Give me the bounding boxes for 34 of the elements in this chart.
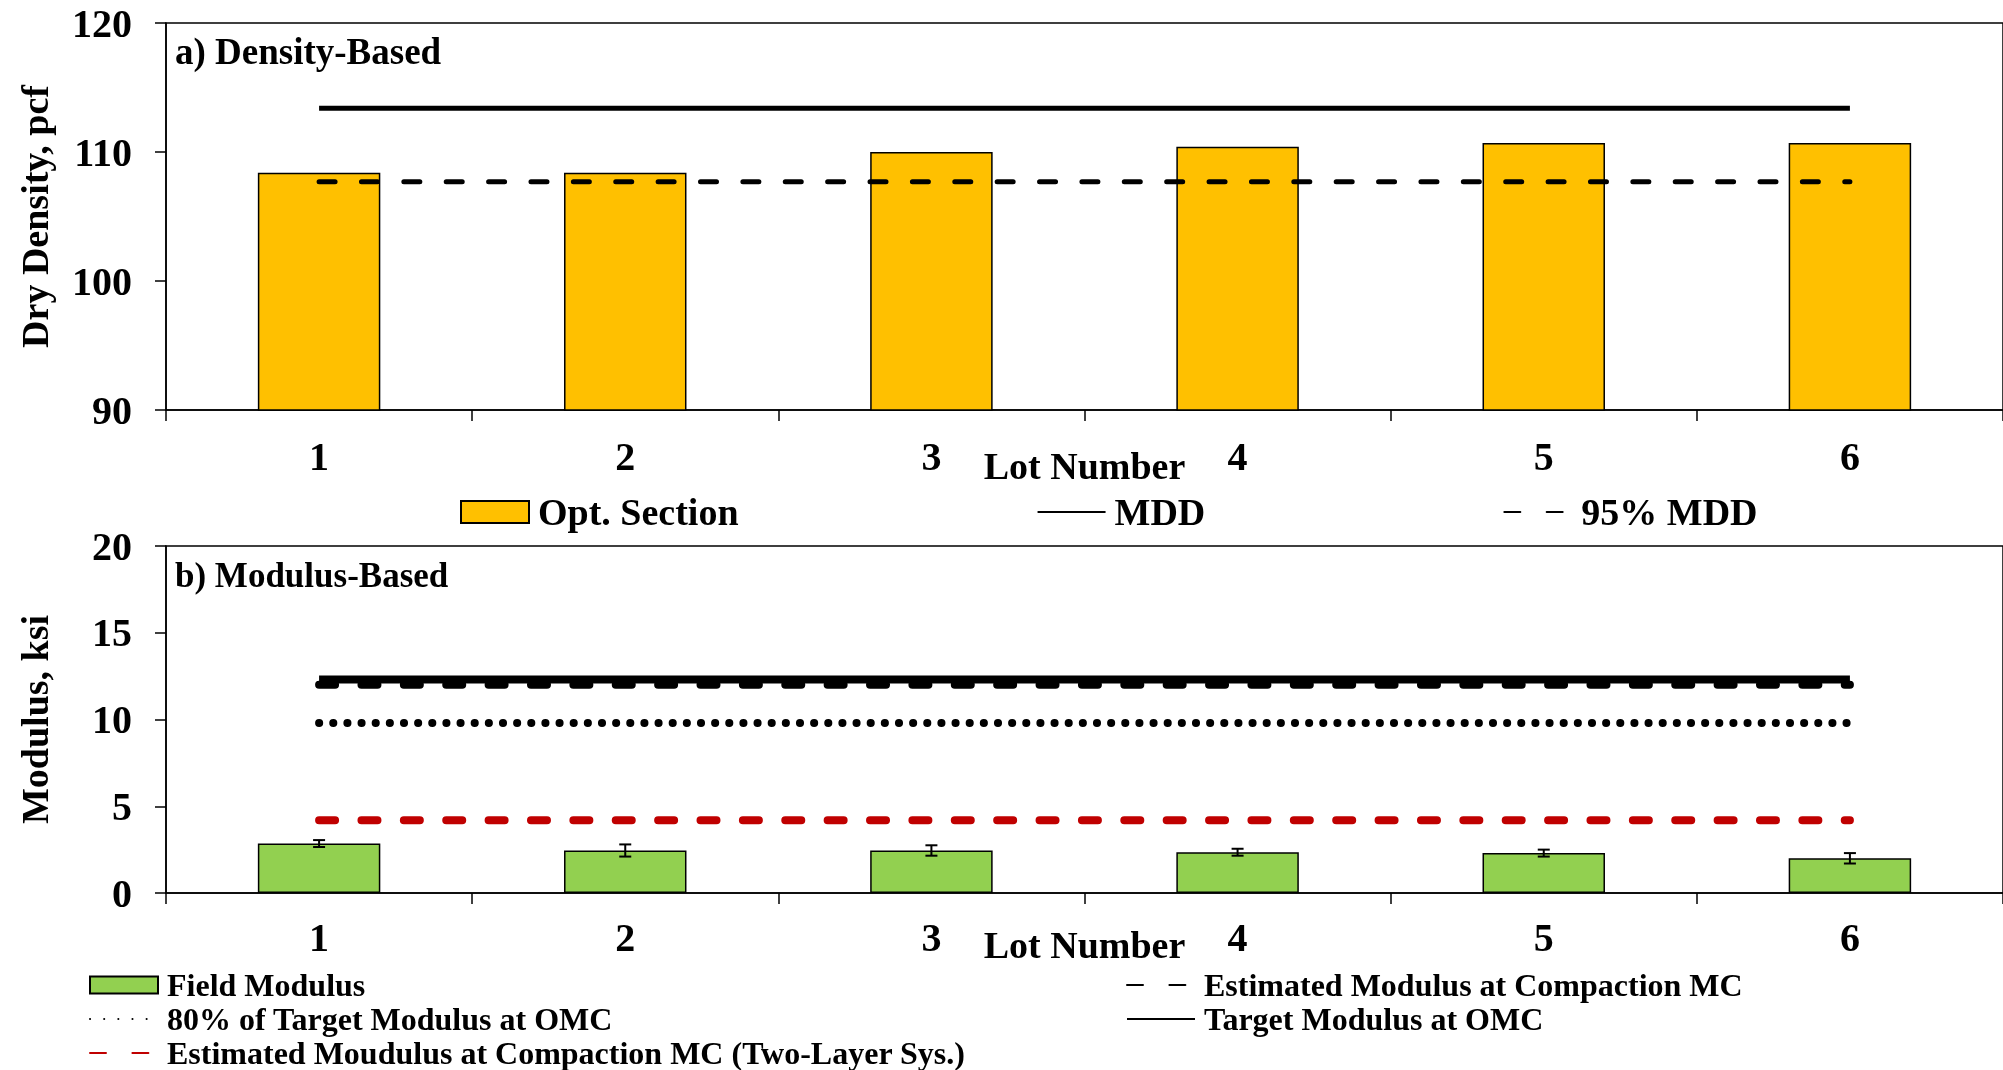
x-tick-label: 2 (615, 914, 636, 960)
y-tick-label: 20 (92, 523, 132, 569)
x-axis-title: Lot Number (983, 445, 1186, 487)
y-axis-title: Modulus, ksi (14, 614, 56, 825)
legend-label: 95% MDD (1581, 491, 1758, 533)
y-tick-label: 120 (72, 0, 132, 46)
x-tick-label: 4 (1227, 433, 1248, 479)
x-tick-label: 1 (309, 433, 330, 479)
x-tick-label: 6 (1839, 914, 1860, 960)
x-tick-label: 4 (1227, 914, 1248, 960)
legend-label: MDD (1114, 491, 1206, 533)
chart-title: a) Density-Based (175, 31, 442, 73)
x-tick-label: 3 (921, 433, 942, 479)
y-tick-label: 0 (112, 870, 132, 916)
legend-label: Opt. Section (538, 491, 739, 533)
y-tick-label: 15 (92, 610, 132, 656)
legend-label: 80% of Target Modulus at OMC (167, 1001, 613, 1037)
y-tick-label: 10 (92, 697, 132, 742)
y-tick-label: 100 (72, 258, 132, 304)
x-tick-label: 3 (921, 914, 942, 960)
legend-label: Field Modulus (167, 967, 366, 1003)
legend-label: Estimated Modulus at Compaction MC (1204, 967, 1743, 1003)
y-axis-title: Dry Density, pcf (14, 83, 56, 348)
x-tick-label: 5 (1533, 433, 1554, 479)
x-tick-label: 5 (1533, 914, 1554, 960)
legend-label: Target Modulus at OMC (1204, 1001, 1544, 1037)
chart-title: b) Modulus-Based (175, 556, 449, 595)
x-tick-label: 1 (309, 914, 330, 960)
y-tick-label: 5 (112, 783, 132, 829)
x-tick-label: 2 (615, 433, 636, 479)
y-tick-label: 110 (74, 129, 132, 175)
x-axis-title: Lot Number (983, 924, 1186, 966)
x-tick-label: 6 (1839, 433, 1860, 479)
y-tick-label: 90 (92, 387, 132, 433)
